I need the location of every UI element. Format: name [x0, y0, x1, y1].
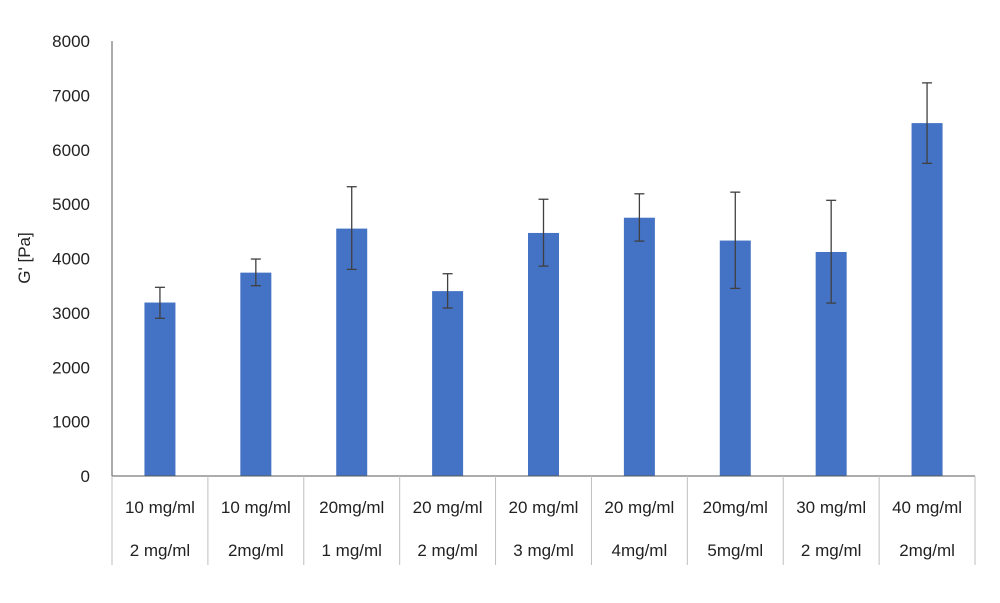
- x-category-label: 2mg/ml: [228, 541, 284, 560]
- y-tick-label: 0: [81, 467, 90, 486]
- error-bars-group: [154, 82, 933, 319]
- y-tick-label: 1000: [52, 413, 90, 432]
- x-category-label: 30 mg/ml: [796, 498, 866, 517]
- x-category-label: 10 mg/ml: [221, 498, 291, 517]
- x-category-label: 20 mg/ml: [413, 498, 483, 517]
- category-labels-group: 10 mg/ml 2 mg/ml 10 mg/ml 2mg/ml 20mg/ml 1 mg…: [125, 498, 962, 560]
- axes-group: [111, 41, 976, 565]
- bar: [240, 272, 272, 476]
- y-tick-label: 6000: [52, 141, 90, 160]
- bars-group: [144, 123, 943, 476]
- bar: [623, 217, 655, 476]
- y-tick-label: 5000: [52, 195, 90, 214]
- x-category-label: 20 mg/ml: [509, 498, 579, 517]
- y-tick-label: 4000: [52, 250, 90, 269]
- x-category-label: 20 mg/ml: [604, 498, 674, 517]
- y-tick-label: 7000: [52, 86, 90, 105]
- bar: [528, 232, 559, 476]
- x-category-label: 1 mg/ml: [321, 541, 381, 560]
- y-axis-ticks: 0 1000 2000 3000 4000 5000 6000 7000 8000: [52, 32, 90, 486]
- x-category-label: 2mg/ml: [899, 541, 955, 560]
- x-category-label: 2 mg/ml: [801, 541, 861, 560]
- x-category-label: 20mg/ml: [319, 498, 384, 517]
- y-tick-label: 2000: [52, 358, 90, 377]
- bar: [144, 302, 176, 476]
- y-tick-label: 3000: [52, 304, 90, 323]
- bar: [911, 123, 943, 476]
- x-category-label: 3 mg/ml: [513, 541, 573, 560]
- y-tick-label: 8000: [52, 32, 90, 51]
- x-category-label: 20mg/ml: [703, 498, 768, 517]
- x-category-label: 2 mg/ml: [417, 541, 477, 560]
- x-category-label: 40 mg/ml: [892, 498, 962, 517]
- bar: [432, 291, 464, 476]
- x-category-label: 4mg/ml: [612, 541, 668, 560]
- x-category-label: 5mg/ml: [707, 541, 763, 560]
- x-category-label: 10 mg/ml: [125, 498, 195, 517]
- x-category-label: 2 mg/ml: [130, 541, 190, 560]
- y-axis-title: G' [Pa]: [15, 232, 34, 283]
